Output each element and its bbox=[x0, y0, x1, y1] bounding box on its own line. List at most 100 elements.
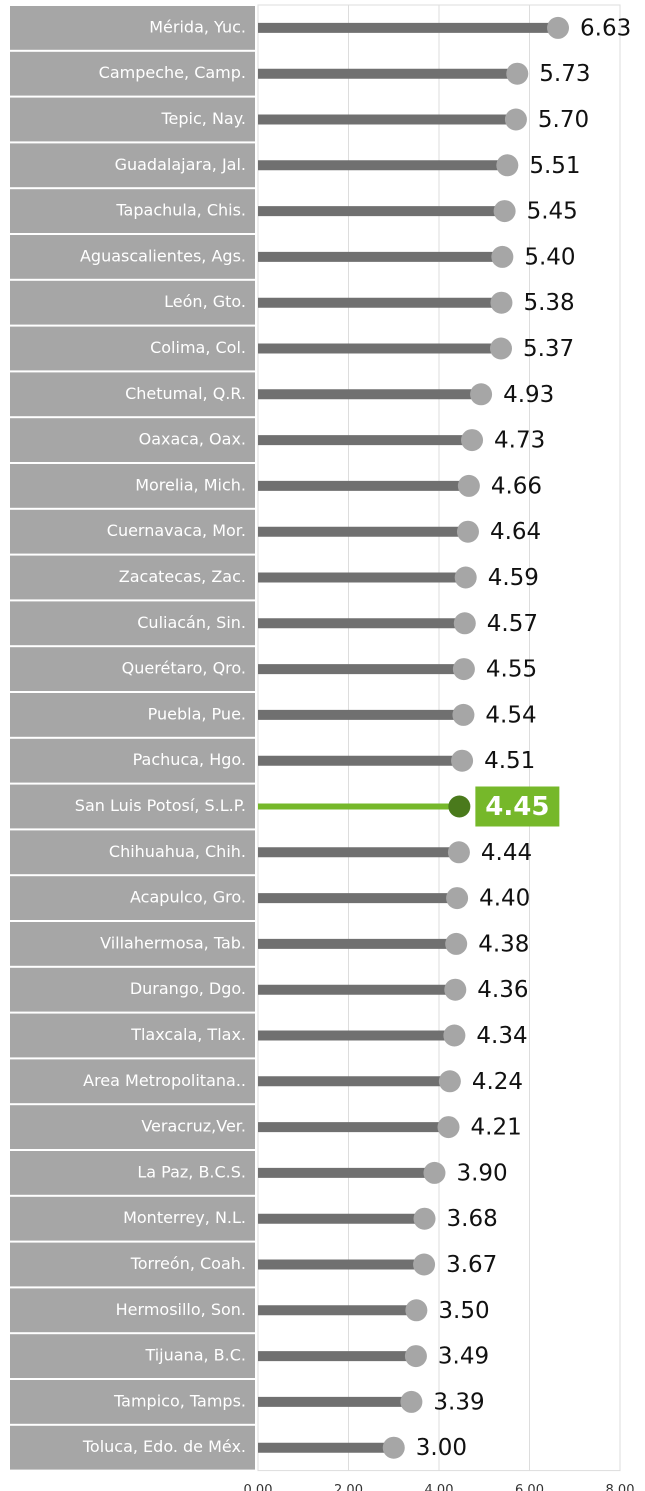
value-label: 3.00 bbox=[416, 1435, 467, 1461]
value-label: 3.39 bbox=[433, 1389, 484, 1415]
category-box bbox=[10, 509, 255, 554]
dot bbox=[446, 887, 469, 910]
dot bbox=[504, 108, 527, 131]
category-box bbox=[10, 1242, 255, 1287]
dot bbox=[444, 978, 467, 1001]
y-tick-label: Chetumal, Q.R. bbox=[125, 384, 246, 403]
category-box bbox=[10, 693, 255, 737]
value-label: 4.34 bbox=[476, 1023, 527, 1049]
value-label: 5.73 bbox=[539, 61, 590, 87]
dot bbox=[470, 383, 493, 406]
dot bbox=[493, 200, 516, 223]
y-tick-label: Colima, Col. bbox=[150, 338, 246, 357]
category-box bbox=[10, 1288, 255, 1333]
value-label-box bbox=[475, 786, 560, 827]
value-label: 4.57 bbox=[487, 611, 538, 637]
y-tick-label: Villahermosa, Tab. bbox=[100, 933, 246, 952]
y-tick-label: Tlaxcala, Tlax. bbox=[130, 1025, 246, 1044]
category-box bbox=[10, 555, 255, 600]
dot bbox=[496, 154, 519, 177]
category-box bbox=[10, 1196, 255, 1241]
category-box bbox=[10, 51, 255, 96]
y-tick-label: Cuernavaca, Mor. bbox=[107, 521, 246, 540]
y-tick-label: Chihuahua, Chih. bbox=[109, 842, 246, 861]
y-tick-label: Pachuca, Hgo. bbox=[133, 750, 246, 769]
category-box bbox=[10, 235, 255, 279]
y-tick-label: Tijuana, B.C. bbox=[144, 1346, 246, 1365]
y-tick-label: Guadalajara, Jal. bbox=[115, 155, 246, 174]
category-box bbox=[10, 1425, 255, 1470]
category-box bbox=[10, 601, 255, 646]
category-box bbox=[10, 647, 255, 691]
y-tick-label: Durango, Dgo. bbox=[130, 979, 246, 998]
y-tick-label: Oaxaca, Oax. bbox=[139, 430, 246, 449]
category-box bbox=[10, 1380, 255, 1424]
dot bbox=[457, 474, 480, 497]
y-tick-label: Veracruz,Ver. bbox=[141, 1117, 246, 1136]
category-box bbox=[10, 1013, 255, 1058]
value-label: 4.40 bbox=[479, 886, 530, 912]
dot bbox=[423, 1161, 446, 1184]
x-tick-label: 6.00 bbox=[515, 1483, 544, 1491]
y-tick-label: Culiacán, Sin. bbox=[137, 613, 246, 632]
y-tick-label: Tepic, Nay. bbox=[160, 109, 246, 128]
value-label: 3.68 bbox=[447, 1206, 498, 1232]
y-tick-label: Mérida, Yuc. bbox=[149, 17, 246, 36]
y-tick-label: Zacatecas, Zac. bbox=[119, 567, 246, 586]
dot bbox=[438, 1070, 461, 1093]
dot bbox=[413, 1253, 436, 1276]
dot bbox=[461, 429, 484, 452]
category-box bbox=[10, 1105, 255, 1149]
y-tick-label: Aguascalientes, Ags. bbox=[80, 246, 246, 265]
x-tick-label: 2.00 bbox=[334, 1483, 363, 1491]
dot bbox=[400, 1390, 423, 1413]
y-tick-label: Campeche, Camp. bbox=[99, 63, 246, 82]
category-box bbox=[10, 6, 255, 50]
value-label: 3.90 bbox=[456, 1160, 507, 1186]
value-label: 4.73 bbox=[494, 428, 545, 454]
value-label: 4.59 bbox=[488, 565, 539, 591]
category-box bbox=[10, 97, 255, 142]
y-tick-label: León, Gto. bbox=[164, 292, 246, 311]
x-tick-label: 0.00 bbox=[244, 1483, 273, 1491]
y-tick-label: Torreón, Coah. bbox=[130, 1254, 246, 1273]
category-box bbox=[10, 1151, 255, 1195]
value-label: 5.51 bbox=[529, 153, 580, 179]
value-label: 4.44 bbox=[481, 840, 532, 866]
y-tick-label: Acapulco, Gro. bbox=[130, 888, 246, 907]
dot bbox=[456, 520, 479, 543]
dot bbox=[445, 932, 468, 955]
y-tick-label: Tampico, Tamps. bbox=[113, 1391, 246, 1410]
dot bbox=[447, 841, 470, 864]
x-tick-label: 4.00 bbox=[425, 1483, 454, 1491]
y-tick-label: Morelia, Mich. bbox=[135, 475, 246, 494]
dot bbox=[452, 658, 475, 681]
dot bbox=[547, 16, 570, 39]
category-box bbox=[10, 784, 255, 829]
value-label: 5.45 bbox=[527, 199, 578, 225]
category-box bbox=[10, 418, 255, 462]
dot bbox=[453, 612, 476, 635]
dot bbox=[437, 1116, 460, 1139]
value-label: 4.45 bbox=[485, 792, 549, 822]
y-tick-label: Area Metropolitana.. bbox=[83, 1071, 246, 1090]
category-box bbox=[10, 280, 255, 325]
dot bbox=[454, 566, 477, 589]
category-box bbox=[10, 464, 255, 508]
value-label: 3.67 bbox=[446, 1252, 497, 1278]
dot bbox=[443, 1024, 466, 1047]
value-label: 5.38 bbox=[523, 290, 574, 316]
dot bbox=[452, 703, 475, 726]
value-label: 6.63 bbox=[580, 15, 631, 41]
y-tick-label: Monterrey, N.L. bbox=[123, 1208, 246, 1227]
dot bbox=[405, 1299, 428, 1322]
y-tick-label: Toluca, Edo. de Méx. bbox=[82, 1437, 246, 1456]
value-label: 4.36 bbox=[477, 977, 528, 1003]
value-label: 5.37 bbox=[523, 336, 574, 362]
dot bbox=[506, 62, 529, 85]
category-box bbox=[10, 830, 255, 875]
value-label: 5.70 bbox=[538, 107, 589, 133]
dot bbox=[451, 749, 474, 772]
value-label: 4.55 bbox=[486, 657, 537, 683]
